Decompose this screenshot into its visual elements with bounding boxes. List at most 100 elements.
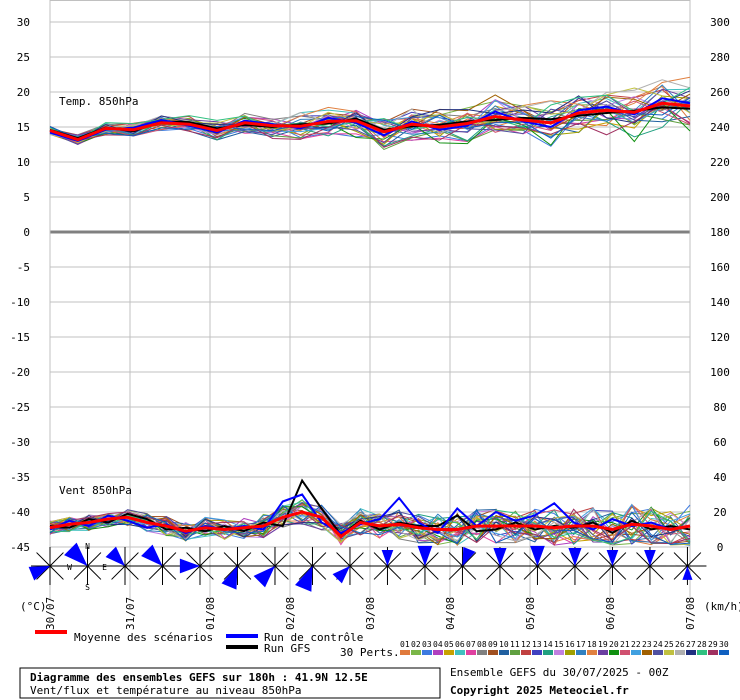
left-tick-label: -35: [10, 471, 30, 484]
rose-spoke: [312, 565, 327, 580]
wind-rose: [368, 547, 407, 585]
grid: [49, 0, 691, 600]
rose-spoke: [186, 565, 201, 580]
pert-swatch: [609, 650, 619, 655]
rose-petal: [644, 550, 656, 566]
right-tick-label: 20: [713, 506, 726, 519]
right-tick-label: 160: [710, 261, 730, 274]
left-tick-label: 20: [17, 86, 30, 99]
rose-spoke: [561, 565, 576, 580]
legend-gfs-swatch: [226, 645, 258, 649]
pert-swatch: [576, 650, 586, 655]
pert-swatch: [631, 650, 641, 655]
pert-swatch: [499, 650, 509, 655]
pert-label: 13: [532, 640, 542, 649]
rose-petal: [141, 544, 163, 566]
member-temp-line: [49, 104, 691, 148]
pert-label: 24: [653, 640, 663, 649]
rose-spoke: [36, 565, 51, 580]
pert-label: 09: [488, 640, 498, 649]
pert-label: 30: [719, 640, 729, 649]
series-wind-line: [49, 510, 691, 539]
rose-spoke: [349, 565, 364, 580]
rose-spoke: [499, 565, 514, 580]
left-tick-label: 30: [17, 16, 30, 29]
rose-spoke: [636, 552, 651, 567]
rose-spoke: [687, 552, 702, 567]
left-tick-label: 25: [17, 51, 30, 64]
pert-label: 17: [576, 640, 586, 649]
rose-spoke: [598, 552, 613, 567]
legend-gfs-label: Run GFS: [264, 642, 310, 655]
wind-rose: [218, 547, 257, 590]
perturbation-legend: 01 02 03 04 05 06 07 08 09 10 11 12 13 14 15 16 17 18 19 20…: [400, 640, 729, 655]
pert-swatch: [422, 650, 432, 655]
pert-label: 25: [664, 640, 674, 649]
pert-label: 21: [620, 640, 630, 649]
rose-spoke: [261, 552, 276, 567]
rose-spoke: [598, 565, 613, 580]
rose-spoke: [186, 552, 201, 567]
date-tick-label: 02/08: [284, 597, 297, 630]
pert-label: 26: [675, 640, 685, 649]
rose-petal: [221, 566, 238, 590]
rose-spoke: [274, 565, 289, 580]
wind-rose: [28, 547, 69, 585]
right-tick-label: 100: [710, 366, 730, 379]
rose-spoke: [486, 565, 501, 580]
wind-rose: [405, 545, 444, 585]
pert-swatch: [675, 650, 685, 655]
legend: Moyenne des scénarios Run de contrôle Ru…: [35, 630, 729, 659]
left-tick-label: -5: [17, 261, 30, 274]
rose-spoke: [87, 552, 102, 567]
wind-rose: [141, 544, 182, 585]
left-axis-unit: (°C): [20, 600, 47, 613]
rose-spoke: [612, 552, 627, 567]
rose-petal: [462, 546, 476, 566]
pert-label: 18: [587, 640, 597, 649]
member-wind-line: [49, 506, 691, 545]
wind-rose: [179, 547, 219, 585]
pert-swatch: [477, 650, 487, 655]
rose-spoke: [148, 565, 163, 580]
rose-spoke: [448, 552, 463, 567]
rose-spoke: [49, 565, 64, 580]
legend-control-swatch: [226, 634, 258, 638]
wind-roses: N S E W: [28, 542, 707, 592]
right-tick-label: 180: [710, 226, 730, 239]
pert-swatch: [543, 650, 553, 655]
pert-swatch: [642, 650, 652, 655]
right-tick-label: 40: [713, 471, 726, 484]
right-tick-label: 280: [710, 51, 730, 64]
pert-label: 12: [521, 640, 531, 649]
right-tick-label: 260: [710, 86, 730, 99]
right-tick-label: 0: [717, 541, 724, 554]
left-tick-label: 10: [17, 156, 30, 169]
series-temp-line: [49, 101, 691, 142]
wind-panel-label: Vent 850hPa: [59, 484, 132, 497]
rose-petal: [64, 542, 88, 566]
left-tick-label: -30: [10, 436, 30, 449]
rose-spoke: [312, 552, 327, 567]
pert-swatch: [653, 650, 663, 655]
rose-petal: [295, 566, 313, 592]
pert-label: 19: [598, 640, 608, 649]
compass-letter: E: [102, 563, 107, 572]
rose-spoke: [687, 565, 702, 580]
rose-spoke: [49, 552, 64, 567]
right-tick-label: 80: [713, 401, 726, 414]
rose-spoke: [649, 565, 664, 580]
rose-spoke: [574, 565, 589, 580]
rose-spoke: [411, 565, 426, 580]
left-tick-label: -40: [10, 506, 30, 519]
pert-swatch: [620, 650, 630, 655]
rose-spoke: [387, 552, 402, 567]
pert-label: 28: [697, 640, 707, 649]
rose-petal: [253, 566, 275, 588]
pert-swatch: [510, 650, 520, 655]
rose-petal: [381, 550, 394, 566]
rose-spoke: [373, 552, 388, 567]
left-tick-label: -20: [10, 366, 30, 379]
pert-label: 06: [455, 640, 465, 649]
